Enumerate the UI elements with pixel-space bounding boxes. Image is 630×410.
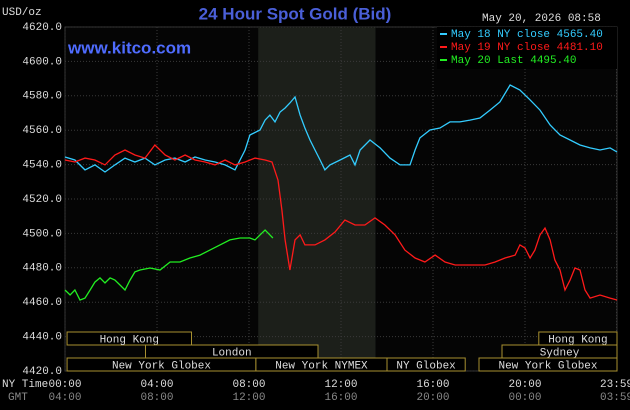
x-tick-label: 04:00 xyxy=(140,379,173,391)
legend-entry: May 20 Last 4495.40 xyxy=(451,55,576,67)
y-tick-label: 4580.0 xyxy=(22,91,62,103)
y-tick-label: 4440.0 xyxy=(22,332,62,344)
session-label: Hong Kong xyxy=(100,334,159,346)
y-tick-label: 4520.0 xyxy=(22,194,62,206)
gmt-tick-label: 20:00 xyxy=(416,392,449,404)
legend-box xyxy=(437,27,617,69)
session-box xyxy=(478,357,618,372)
gmt-tick-label: 08:00 xyxy=(140,392,173,404)
session-box xyxy=(386,357,466,372)
y-tick-label: 4460.0 xyxy=(22,297,62,309)
x-axis-label-ny: NY Time xyxy=(2,379,48,391)
x-tick-label: 08:00 xyxy=(232,379,265,391)
y-tick-label: 4600.0 xyxy=(22,56,62,68)
session-label: New York Globex xyxy=(112,360,211,372)
gmt-tick-label: 00:00 xyxy=(508,392,541,404)
y-tick-label: 4500.0 xyxy=(22,228,62,240)
gmt-tick-label: 04:00 xyxy=(48,392,81,404)
y-tick-label: 4480.0 xyxy=(22,263,62,275)
timestamp: May 20, 2026 08:58 xyxy=(482,13,601,25)
legend-entry: May 19 NY close 4481.10 xyxy=(451,42,603,54)
x-tick-label: 16:00 xyxy=(416,379,449,391)
y-tick-label: 4620.0 xyxy=(22,22,62,34)
session-box xyxy=(66,331,192,346)
x-axis-label-gmt: GMT xyxy=(8,392,28,404)
gmt-tick-label: 12:00 xyxy=(232,392,265,404)
session-label: New York NYMEX xyxy=(275,360,368,372)
x-tick-label: 12:00 xyxy=(324,379,357,391)
session-label: NY Globex xyxy=(396,360,456,372)
x-tick-label: 23:59 xyxy=(600,379,630,391)
y-tick-label: 4560.0 xyxy=(22,125,62,137)
session-highlight xyxy=(258,27,376,371)
session-label: New York Globex xyxy=(498,360,597,372)
session-label: Sydney xyxy=(540,347,580,359)
gmt-tick-label: 03:59 xyxy=(600,392,630,404)
session-label: London xyxy=(212,347,252,359)
series-line xyxy=(64,144,618,301)
legend-entry: May 18 NY close 4565.40 xyxy=(451,29,603,41)
site-label: www.kitco.com xyxy=(67,38,191,57)
gmt-tick-label: 16:00 xyxy=(324,392,357,404)
x-tick-label: 20:00 xyxy=(508,379,541,391)
unit-label: USD/oz xyxy=(2,7,42,19)
session-label: Hong Kong xyxy=(548,334,607,346)
chart-title: 24 Hour Spot Gold (Bid) xyxy=(199,4,392,23)
y-tick-label: 4540.0 xyxy=(22,160,62,172)
series-line xyxy=(64,84,618,173)
x-tick-label: 00:00 xyxy=(48,379,81,391)
series-line xyxy=(64,229,274,301)
y-tick-label: 4420.0 xyxy=(22,366,62,378)
